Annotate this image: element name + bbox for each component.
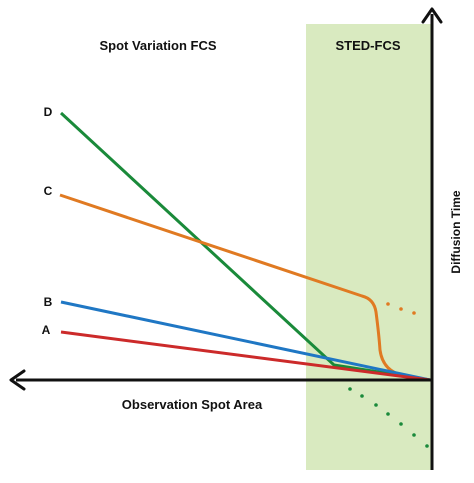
x-axis-title: Observation Spot Area [122, 397, 263, 412]
curve-b-label: B [44, 295, 53, 309]
curve-d-dot [348, 387, 352, 391]
curve-c-dot [399, 307, 403, 311]
curve-d-dot [412, 433, 416, 437]
y-axis-arrowhead [421, 7, 443, 24]
curve-c-label: C [44, 184, 53, 198]
curve-d-label: D [44, 105, 53, 119]
sted-region [306, 24, 432, 470]
curve-a-label: A [42, 323, 51, 337]
curve-c-line [59, 193, 431, 382]
curve-c-dotted-extension [386, 302, 416, 315]
curve-c-dot [412, 311, 416, 315]
y-axis-title: Diffusion Time [449, 190, 463, 273]
curve-d-dotted-extension [348, 387, 429, 448]
curve-d-dot [374, 403, 378, 407]
curve-a-line [60, 330, 431, 382]
right-region-title: STED-FCS [336, 38, 401, 53]
curve-c-dot [386, 302, 390, 306]
curve-d-dot [425, 444, 429, 448]
curve-b-line [60, 300, 431, 382]
x-axis-arrowhead [9, 369, 26, 391]
left-region-title: Spot Variation FCS [99, 38, 216, 53]
curve-d-dot [360, 394, 364, 398]
curve-d-dot [386, 412, 390, 416]
curve-d-dot [399, 422, 403, 426]
